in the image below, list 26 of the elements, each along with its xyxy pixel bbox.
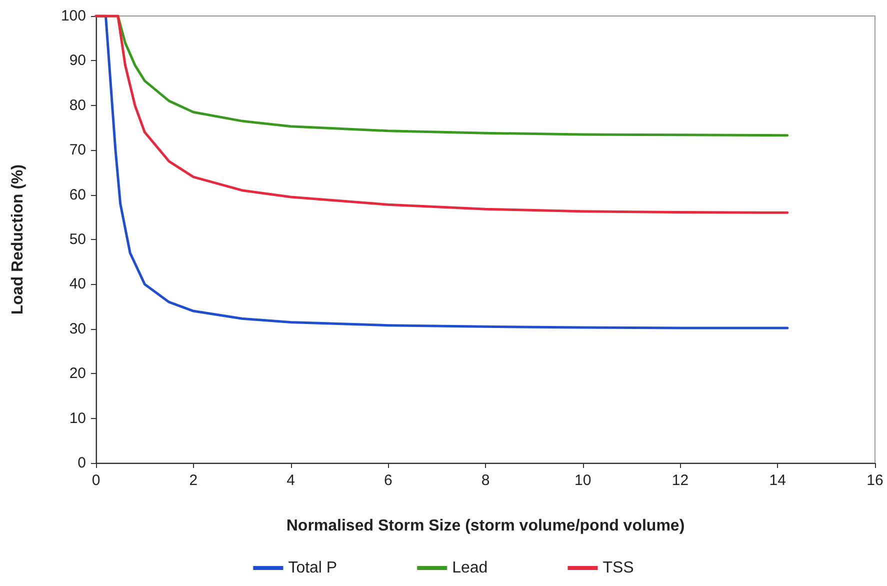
y-tick-label: 10	[69, 410, 86, 427]
y-tick-label: 80	[69, 96, 86, 114]
y-tick-label: 100	[60, 8, 86, 24]
y-tick-label: 60	[69, 186, 86, 204]
x-tick-label: 8	[481, 472, 490, 489]
x-tick-label: 4	[286, 472, 295, 489]
x-tick-label: 14	[769, 472, 786, 489]
x-tick-label: 2	[189, 472, 198, 489]
y-tick-label: 20	[69, 365, 86, 382]
line-series	[94, 14, 789, 214]
y-axis-title: Load Reduction (%)	[10, 164, 26, 315]
y-tick-label: 50	[69, 231, 86, 248]
x-tick-label: 12	[672, 472, 689, 489]
y-tick-label: 70	[69, 142, 86, 159]
y-tick-label: 40	[69, 276, 86, 293]
x-tick-label: 16	[866, 472, 884, 489]
x-tick-label: 0	[92, 472, 100, 489]
y-tick-label: 0	[78, 454, 86, 472]
legend-label: Total P	[288, 560, 338, 576]
y-tick-label: 30	[69, 320, 86, 338]
x-axis-title: Normalised Storm Size (storm volume/pond volume)	[286, 518, 685, 534]
y-tick-label: 90	[69, 52, 86, 70]
legend-label: TSS	[602, 560, 634, 576]
x-tick-label: 10	[574, 472, 592, 489]
legend-label: Lead	[452, 560, 488, 576]
x-tick-label: 6	[384, 472, 392, 489]
